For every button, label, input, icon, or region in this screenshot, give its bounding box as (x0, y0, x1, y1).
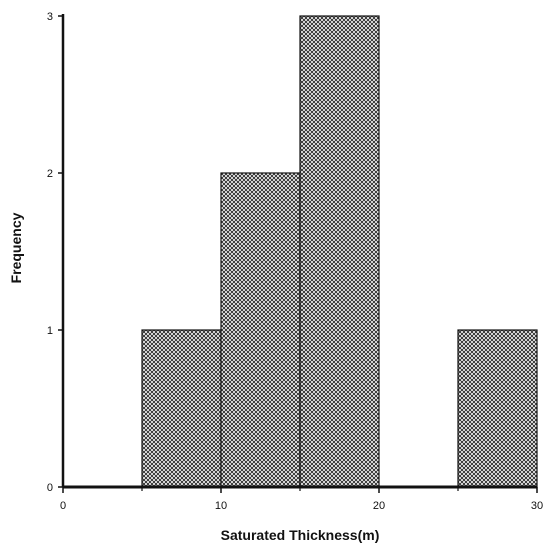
y-tick-label: 1 (47, 325, 53, 337)
bars-group (141, 15, 538, 488)
x-tick-label: 10 (215, 500, 227, 512)
y-tick-label: 3 (47, 11, 53, 23)
histogram-bar-1 (141, 329, 222, 488)
x-axis-title: Saturated Thickness(m) (221, 527, 380, 543)
y-tick-label: 0 (47, 482, 53, 494)
histogram-bar-2 (220, 172, 301, 488)
histogram-bar-4 (457, 329, 538, 488)
histogram-bar-3 (299, 15, 380, 488)
x-tick-label: 0 (60, 500, 66, 512)
y-tick-label: 2 (47, 168, 53, 180)
y-axis-title: Frequency (8, 212, 24, 283)
x-tick-label: 30 (531, 500, 543, 512)
x-tick-label: 20 (373, 500, 385, 512)
